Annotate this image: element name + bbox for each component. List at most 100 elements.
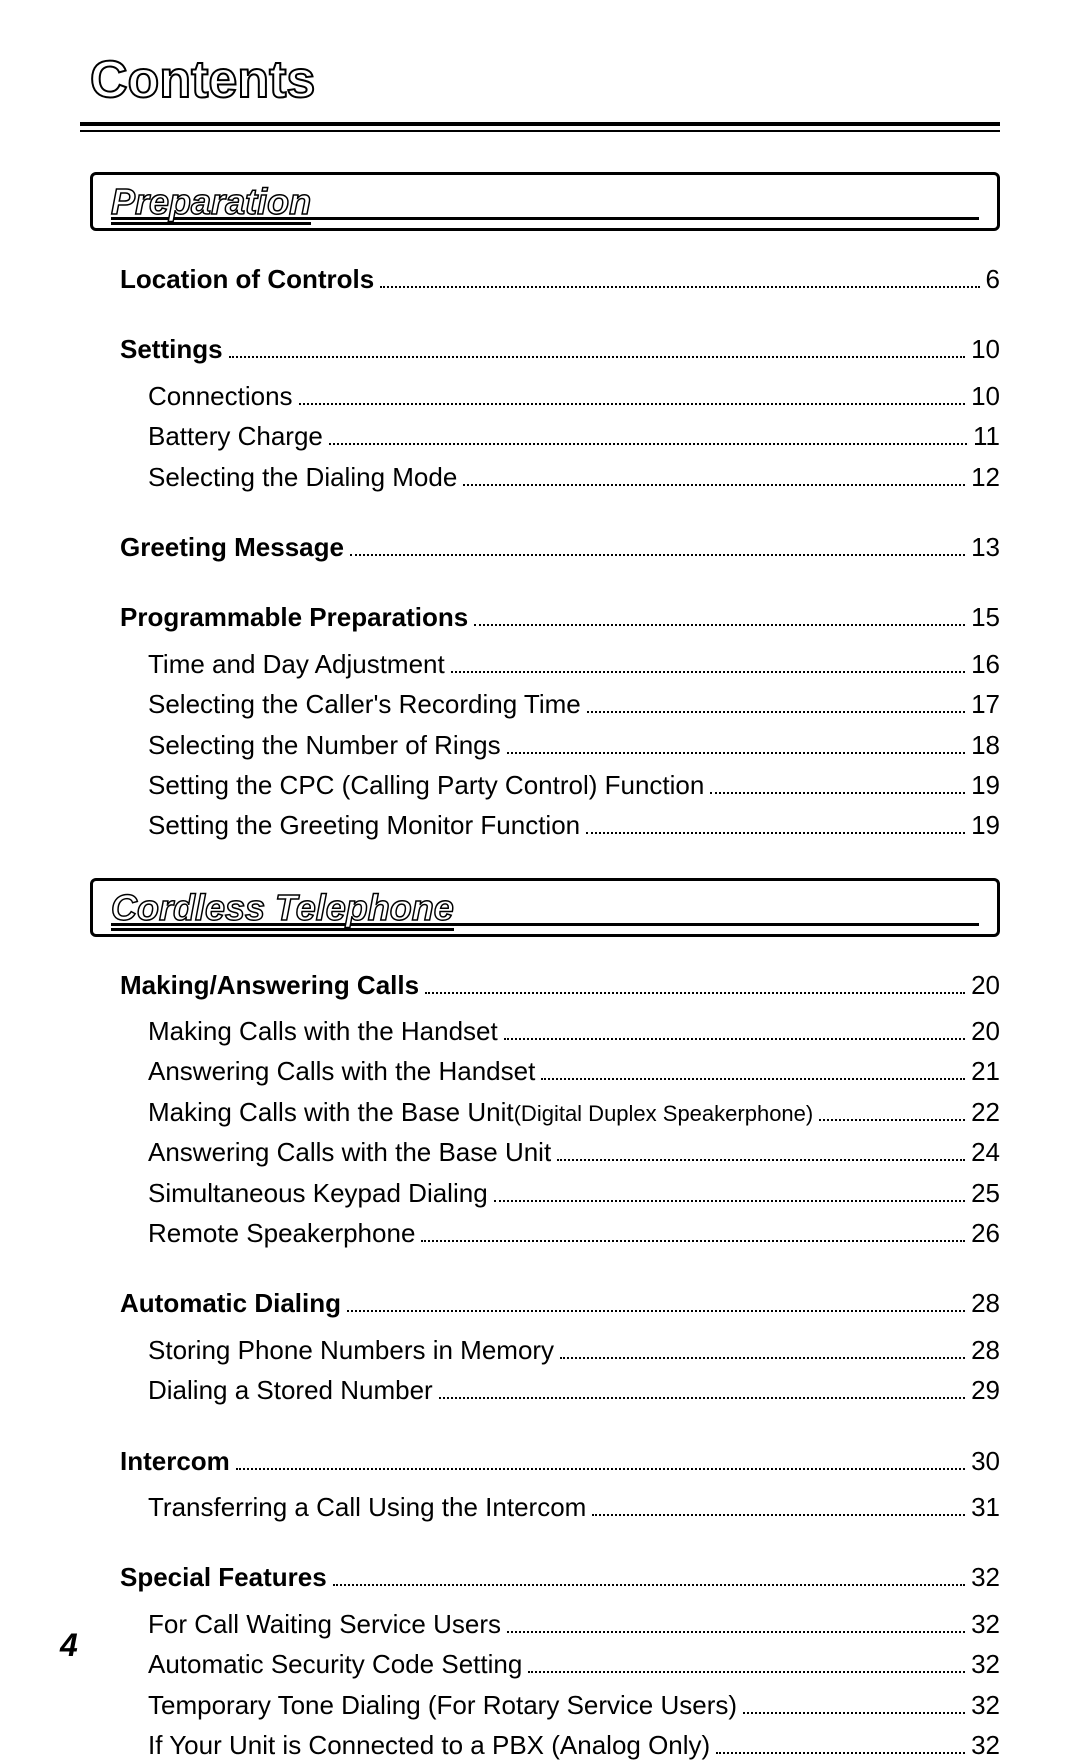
toc-entry-top: Special Features 32 [120, 1559, 1000, 1595]
section-heading-box: Cordless Telephone [90, 878, 1000, 937]
toc-page: 32 [971, 1687, 1000, 1723]
section-heading: Cordless Telephone [111, 887, 454, 931]
toc-entry-sub: For Call Waiting Service Users 32 [120, 1606, 1000, 1642]
toc-entry-sub: Answering Calls with the Handset 21 [120, 1053, 1000, 1089]
toc-label: Location of Controls [120, 261, 374, 297]
toc-entry-sub: Making Calls with the Handset20 [120, 1013, 1000, 1049]
toc-page: 29 [971, 1372, 1000, 1408]
toc-entry-sub: Automatic Security Code Setting 32 [120, 1646, 1000, 1682]
toc-label: Intercom [120, 1443, 230, 1479]
toc-entry-sub: Connections10 [120, 378, 1000, 414]
toc-page: 32 [971, 1559, 1000, 1595]
toc-group: Intercom 30 Transferring a Call Using the … [120, 1443, 1000, 1526]
toc-page: 30 [971, 1443, 1000, 1479]
toc-entry-sub: Setting the Greeting Monitor Function19 [120, 807, 1000, 843]
toc-entry-top: Location of Controls 6 [120, 261, 1000, 297]
toc-entry-sub: Remote Speakerphone26 [120, 1215, 1000, 1251]
toc-leader-dots [350, 540, 965, 556]
toc-page: 22 [971, 1094, 1000, 1130]
page-title: Contents [80, 50, 1000, 110]
toc-note: (Digital Duplex Speakerphone) [514, 1099, 814, 1130]
toc-leader-dots [236, 1454, 965, 1470]
toc-label: Selecting the Caller's Recording Time [148, 686, 581, 722]
toc-label: Making Calls with the Base Unit [148, 1094, 514, 1130]
toc-leader-dots [421, 1226, 965, 1242]
toc-label: Settings [120, 331, 223, 367]
toc-leader-dots [507, 738, 965, 754]
toc-entry-sub: Temporary Tone Dialing (For Rotary Servi… [120, 1687, 1000, 1723]
toc-leader-dots [587, 698, 965, 714]
toc-entry-sub: Dialing a Stored Number 29 [120, 1372, 1000, 1408]
toc-label: Making/Answering Calls [120, 967, 419, 1003]
toc-group: Making/Answering Calls20Making Calls wit… [120, 967, 1000, 1252]
section-entries: Location of Controls 6 Settings 10 Connectio… [80, 261, 1000, 844]
toc-entry-sub: Simultaneous Keypad Dialing25 [120, 1175, 1000, 1211]
toc-label: Setting the CPC (Calling Party Control) … [148, 767, 704, 803]
toc-page: 20 [971, 967, 1000, 1003]
toc-page: 11 [973, 418, 1000, 454]
toc-label: Battery Charge [148, 418, 323, 454]
toc-leader-dots [347, 1297, 965, 1313]
toc-entry-sub: Battery Charge 11 [120, 418, 1000, 454]
toc-page: 21 [971, 1053, 1000, 1089]
toc-entry-sub: Answering Calls with the Base Unit24 [120, 1134, 1000, 1170]
toc-leader-dots [451, 657, 965, 673]
toc-page: 6 [986, 261, 1000, 297]
toc-label: Storing Phone Numbers in Memory [148, 1332, 554, 1368]
toc-entry-top: Intercom 30 [120, 1443, 1000, 1479]
toc-label: Simultaneous Keypad Dialing [148, 1175, 488, 1211]
toc-entry-sub: Setting the CPC (Calling Party Control) … [120, 767, 1000, 803]
toc-label: Automatic Security Code Setting [148, 1646, 522, 1682]
toc-entry-sub: If Your Unit is Connected to a PBX (Anal… [120, 1727, 1000, 1763]
toc-leader-dots [229, 343, 966, 359]
toc-label: Selecting the Dialing Mode [148, 459, 457, 495]
title-rule [80, 122, 1000, 132]
toc-label: Dialing a Stored Number [148, 1372, 433, 1408]
toc-label: Special Features [120, 1559, 327, 1595]
toc-leader-dots [560, 1343, 965, 1359]
toc-group: Settings 10 Connections10 Battery Charge 11 S… [120, 331, 1000, 495]
toc-leader-dots [474, 611, 965, 627]
toc-entry-sub: Time and Day Adjustment16 [120, 646, 1000, 682]
toc-label: For Call Waiting Service Users [148, 1606, 501, 1642]
toc-label: Programmable Preparations [120, 599, 468, 635]
toc-page: 13 [971, 529, 1000, 565]
section-entries: Making/Answering Calls20Making Calls wit… [80, 967, 1000, 1763]
toc-entry-sub: Selecting the Caller's Recording Time 17 [120, 686, 1000, 722]
toc-page: 10 [971, 331, 1000, 367]
toc-page: 18 [971, 727, 1000, 763]
toc-leader-dots [333, 1571, 965, 1587]
toc-leader-dots [439, 1384, 965, 1400]
toc-page: 32 [971, 1646, 1000, 1682]
toc-label: Automatic Dialing [120, 1285, 341, 1321]
section-heading-box: Preparation [90, 172, 1000, 231]
toc-page: 17 [971, 686, 1000, 722]
toc-leader-dots [716, 1738, 965, 1754]
toc-page: 28 [971, 1332, 1000, 1368]
toc-group: Automatic Dialing 28 Storing Phone Numbers… [120, 1285, 1000, 1408]
toc-label: Answering Calls with the Handset [148, 1053, 535, 1089]
toc-page: 20 [971, 1013, 1000, 1049]
toc-page: 31 [971, 1489, 1000, 1525]
toc-entry-sub: Selecting the Dialing Mode12 [120, 459, 1000, 495]
toc-entry-top: Programmable Preparations15 [120, 599, 1000, 635]
toc-leader-dots [507, 1617, 965, 1633]
toc-label: If Your Unit is Connected to a PBX (Anal… [148, 1727, 710, 1763]
toc-group: Greeting Message 13 [120, 529, 1000, 565]
toc-leader-dots [425, 978, 965, 994]
toc-leader-dots [541, 1065, 965, 1081]
toc-leader-dots [592, 1500, 965, 1516]
toc-label: Selecting the Number of Rings [148, 727, 501, 763]
toc-leader-dots [557, 1146, 965, 1162]
toc-entry-top: Settings 10 [120, 331, 1000, 367]
toc-entry-sub: Making Calls with the Base Unit (Digital… [120, 1094, 1000, 1130]
toc-entry-top: Making/Answering Calls 20 [120, 967, 1000, 1003]
toc-entry-sub: Selecting the Number of Rings 18 [120, 727, 1000, 763]
toc-page: 26 [971, 1215, 1000, 1251]
toc-entry-sub: Transferring a Call Using the Intercom31 [120, 1489, 1000, 1525]
toc-leader-dots [380, 272, 979, 288]
toc-page: 32 [971, 1606, 1000, 1642]
toc-page: 28 [971, 1285, 1000, 1321]
toc-label: Greeting Message [120, 529, 344, 565]
toc-page: 32 [971, 1727, 1000, 1763]
